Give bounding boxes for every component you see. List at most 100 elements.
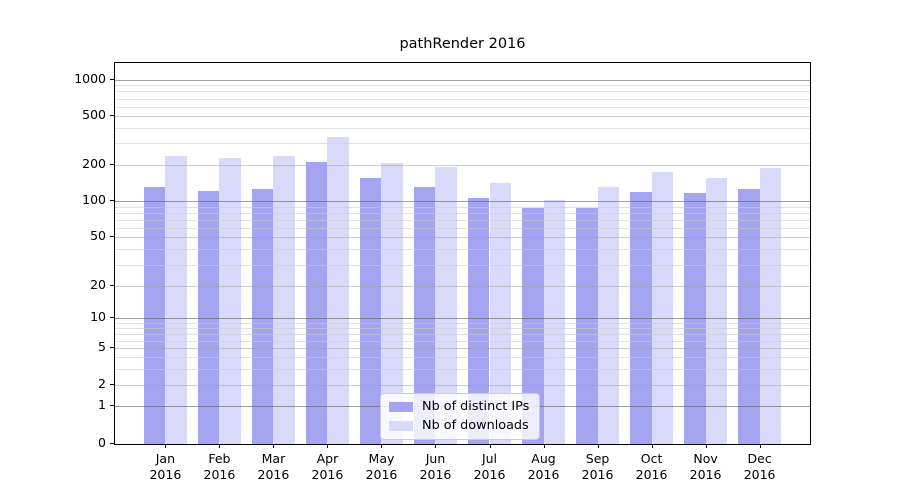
y-tick-mark-20	[110, 285, 114, 287]
x-tick-mark-jan	[165, 444, 167, 448]
y-tick-label-0: 0	[98, 435, 106, 450]
x-tick-label-aug: Aug 2016	[527, 451, 560, 482]
x-tick-label-mar: Mar 2016	[257, 451, 290, 482]
y-tick-mark-50	[110, 236, 114, 238]
plot-area	[114, 62, 811, 445]
x-tick-mark-sep	[597, 444, 599, 448]
x-tick-label-nov: Nov 2016	[689, 451, 722, 482]
bar-downloads-jun	[435, 167, 458, 444]
y-tick-label-20: 20	[90, 277, 106, 293]
x-tick-mark-dec	[759, 444, 761, 448]
legend-label-downloads: Nb of downloads	[422, 418, 529, 433]
gridline-minor-400	[115, 128, 810, 129]
y-tick-label-1: 1	[98, 397, 106, 413]
bar-distinct-ips-jul	[467, 197, 490, 444]
y-tick-label-5: 5	[98, 339, 106, 355]
gridline-minor-6	[115, 340, 810, 342]
bar-downloads-may	[381, 162, 404, 444]
y-tick-mark-2	[110, 383, 114, 385]
gridline-500	[115, 116, 810, 118]
x-tick-label-feb: Feb 2016	[203, 451, 236, 482]
bar-downloads-feb	[219, 158, 241, 444]
bar-downloads-dec	[759, 168, 782, 444]
gridline-minor-700	[115, 98, 810, 100]
y-tick-label-1000: 1000	[74, 70, 106, 86]
x-tick-label-jan: Jan 2016	[149, 451, 182, 482]
y-tick-label-100: 100	[82, 192, 106, 208]
gridline-minor-90	[115, 206, 810, 208]
bar-distinct-ips-oct	[629, 191, 652, 444]
y-tick-mark-500	[110, 115, 114, 117]
y-tick-label-10: 10	[90, 309, 106, 325]
bar-downloads-nov	[705, 177, 728, 444]
x-tick-mark-may	[381, 444, 383, 448]
gridline-minor-600	[115, 106, 810, 108]
bar-downloads-sep	[597, 186, 620, 444]
legend-item-distinct-ips: Nb of distinct IPs	[389, 399, 531, 414]
x-tick-label-sep: Sep 2016	[581, 451, 614, 482]
legend-swatch-downloads-icon	[389, 420, 413, 431]
bar-downloads-mar	[273, 156, 296, 444]
gridline-100	[115, 201, 810, 203]
y-tick-mark-5	[110, 347, 114, 349]
y-tick-label-500: 500	[82, 107, 106, 123]
x-tick-mark-jul	[489, 444, 491, 448]
bar-distinct-ips-dec	[738, 188, 760, 444]
gridline-minor-9	[115, 322, 810, 324]
legend-swatch-distinct-ips-icon	[389, 401, 413, 412]
gridline-200	[115, 164, 810, 166]
x-tick-mark-aug	[543, 444, 545, 448]
gridline-minor-70	[115, 219, 810, 221]
gridline-50	[115, 237, 810, 239]
gridline-5	[115, 348, 810, 350]
bar-downloads-jan	[165, 156, 187, 444]
gridline-20	[115, 286, 810, 288]
y-tick-mark-100	[110, 200, 114, 202]
x-tick-mark-mar	[273, 444, 275, 448]
x-tick-label-jul: Jul 2016	[473, 451, 506, 482]
bar-downloads-aug	[543, 199, 566, 444]
bar-distinct-ips-apr	[305, 161, 328, 444]
x-tick-label-dec: Dec 2016	[743, 451, 776, 482]
bar-downloads-oct	[651, 171, 674, 444]
bar-distinct-ips-may	[359, 178, 382, 444]
legend: Nb of distinct IPs Nb of downloads	[380, 393, 540, 440]
gridline-minor-30	[115, 264, 810, 266]
chart-title: pathRender 2016	[399, 36, 526, 52]
gridline-minor-800	[115, 91, 810, 93]
y-tick-label-50: 50	[90, 228, 106, 244]
x-tick-mark-apr	[327, 444, 329, 448]
gridline-minor-900	[115, 85, 810, 87]
y-tick-mark-1	[110, 405, 114, 407]
bar-downloads-apr	[327, 137, 350, 444]
gridline-minor-300	[115, 143, 810, 145]
x-tick-label-may: May 2016	[365, 451, 398, 482]
x-tick-mark-oct	[651, 444, 653, 448]
x-tick-label-jun: Jun 2016	[419, 451, 452, 482]
x-tick-label-oct: Oct 2016	[635, 451, 668, 482]
gridline-10	[115, 318, 810, 320]
y-tick-label-2: 2	[98, 375, 106, 391]
gridline-minor-60	[115, 227, 810, 229]
y-tick-label-200: 200	[82, 155, 106, 171]
bar-downloads-jul	[489, 182, 512, 444]
bar-distinct-ips-feb	[197, 191, 220, 444]
gridline-minor-3	[115, 368, 810, 370]
legend-label-distinct-ips: Nb of distinct IPs	[422, 399, 530, 414]
gridline-1000	[115, 79, 810, 81]
y-tick-mark-200	[110, 163, 114, 165]
gridline-minor-4	[115, 357, 810, 359]
gridline-minor-8	[115, 327, 810, 329]
y-tick-mark-10	[110, 317, 114, 319]
x-tick-mark-feb	[219, 444, 221, 448]
bar-distinct-ips-sep	[575, 207, 598, 444]
bar-distinct-ips-mar	[251, 188, 274, 444]
gridline-minor-40	[115, 249, 810, 251]
bar-distinct-ips-jun	[413, 186, 436, 444]
gridline-minor-80	[115, 212, 810, 214]
x-tick-mark-nov	[705, 444, 707, 448]
y-tick-mark-1000	[110, 78, 114, 80]
bar-distinct-ips-jan	[143, 186, 166, 444]
gridline-2	[115, 384, 810, 386]
